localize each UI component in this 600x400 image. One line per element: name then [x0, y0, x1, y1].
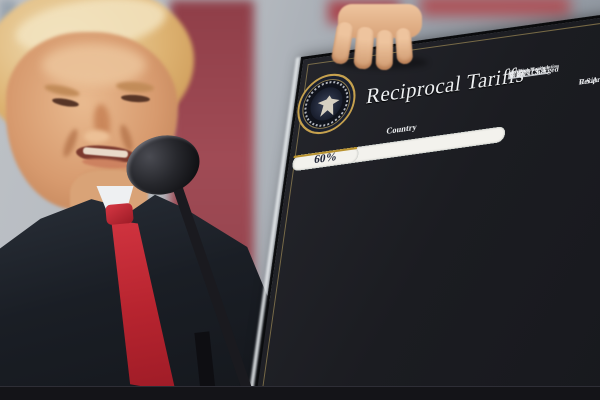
hand-finger — [375, 29, 394, 71]
hand-finger — [394, 27, 414, 65]
speaker-nose — [84, 130, 110, 143]
hand-holding-board — [328, 4, 436, 74]
podium-edge — [0, 386, 600, 400]
tie-blade — [111, 219, 176, 393]
hand-finger — [353, 26, 375, 70]
flag-blur-patch — [420, 0, 570, 16]
tie-knot — [105, 202, 134, 226]
speaker-forehead-highlight — [42, 44, 146, 86]
speaker-red-tie — [94, 202, 180, 398]
